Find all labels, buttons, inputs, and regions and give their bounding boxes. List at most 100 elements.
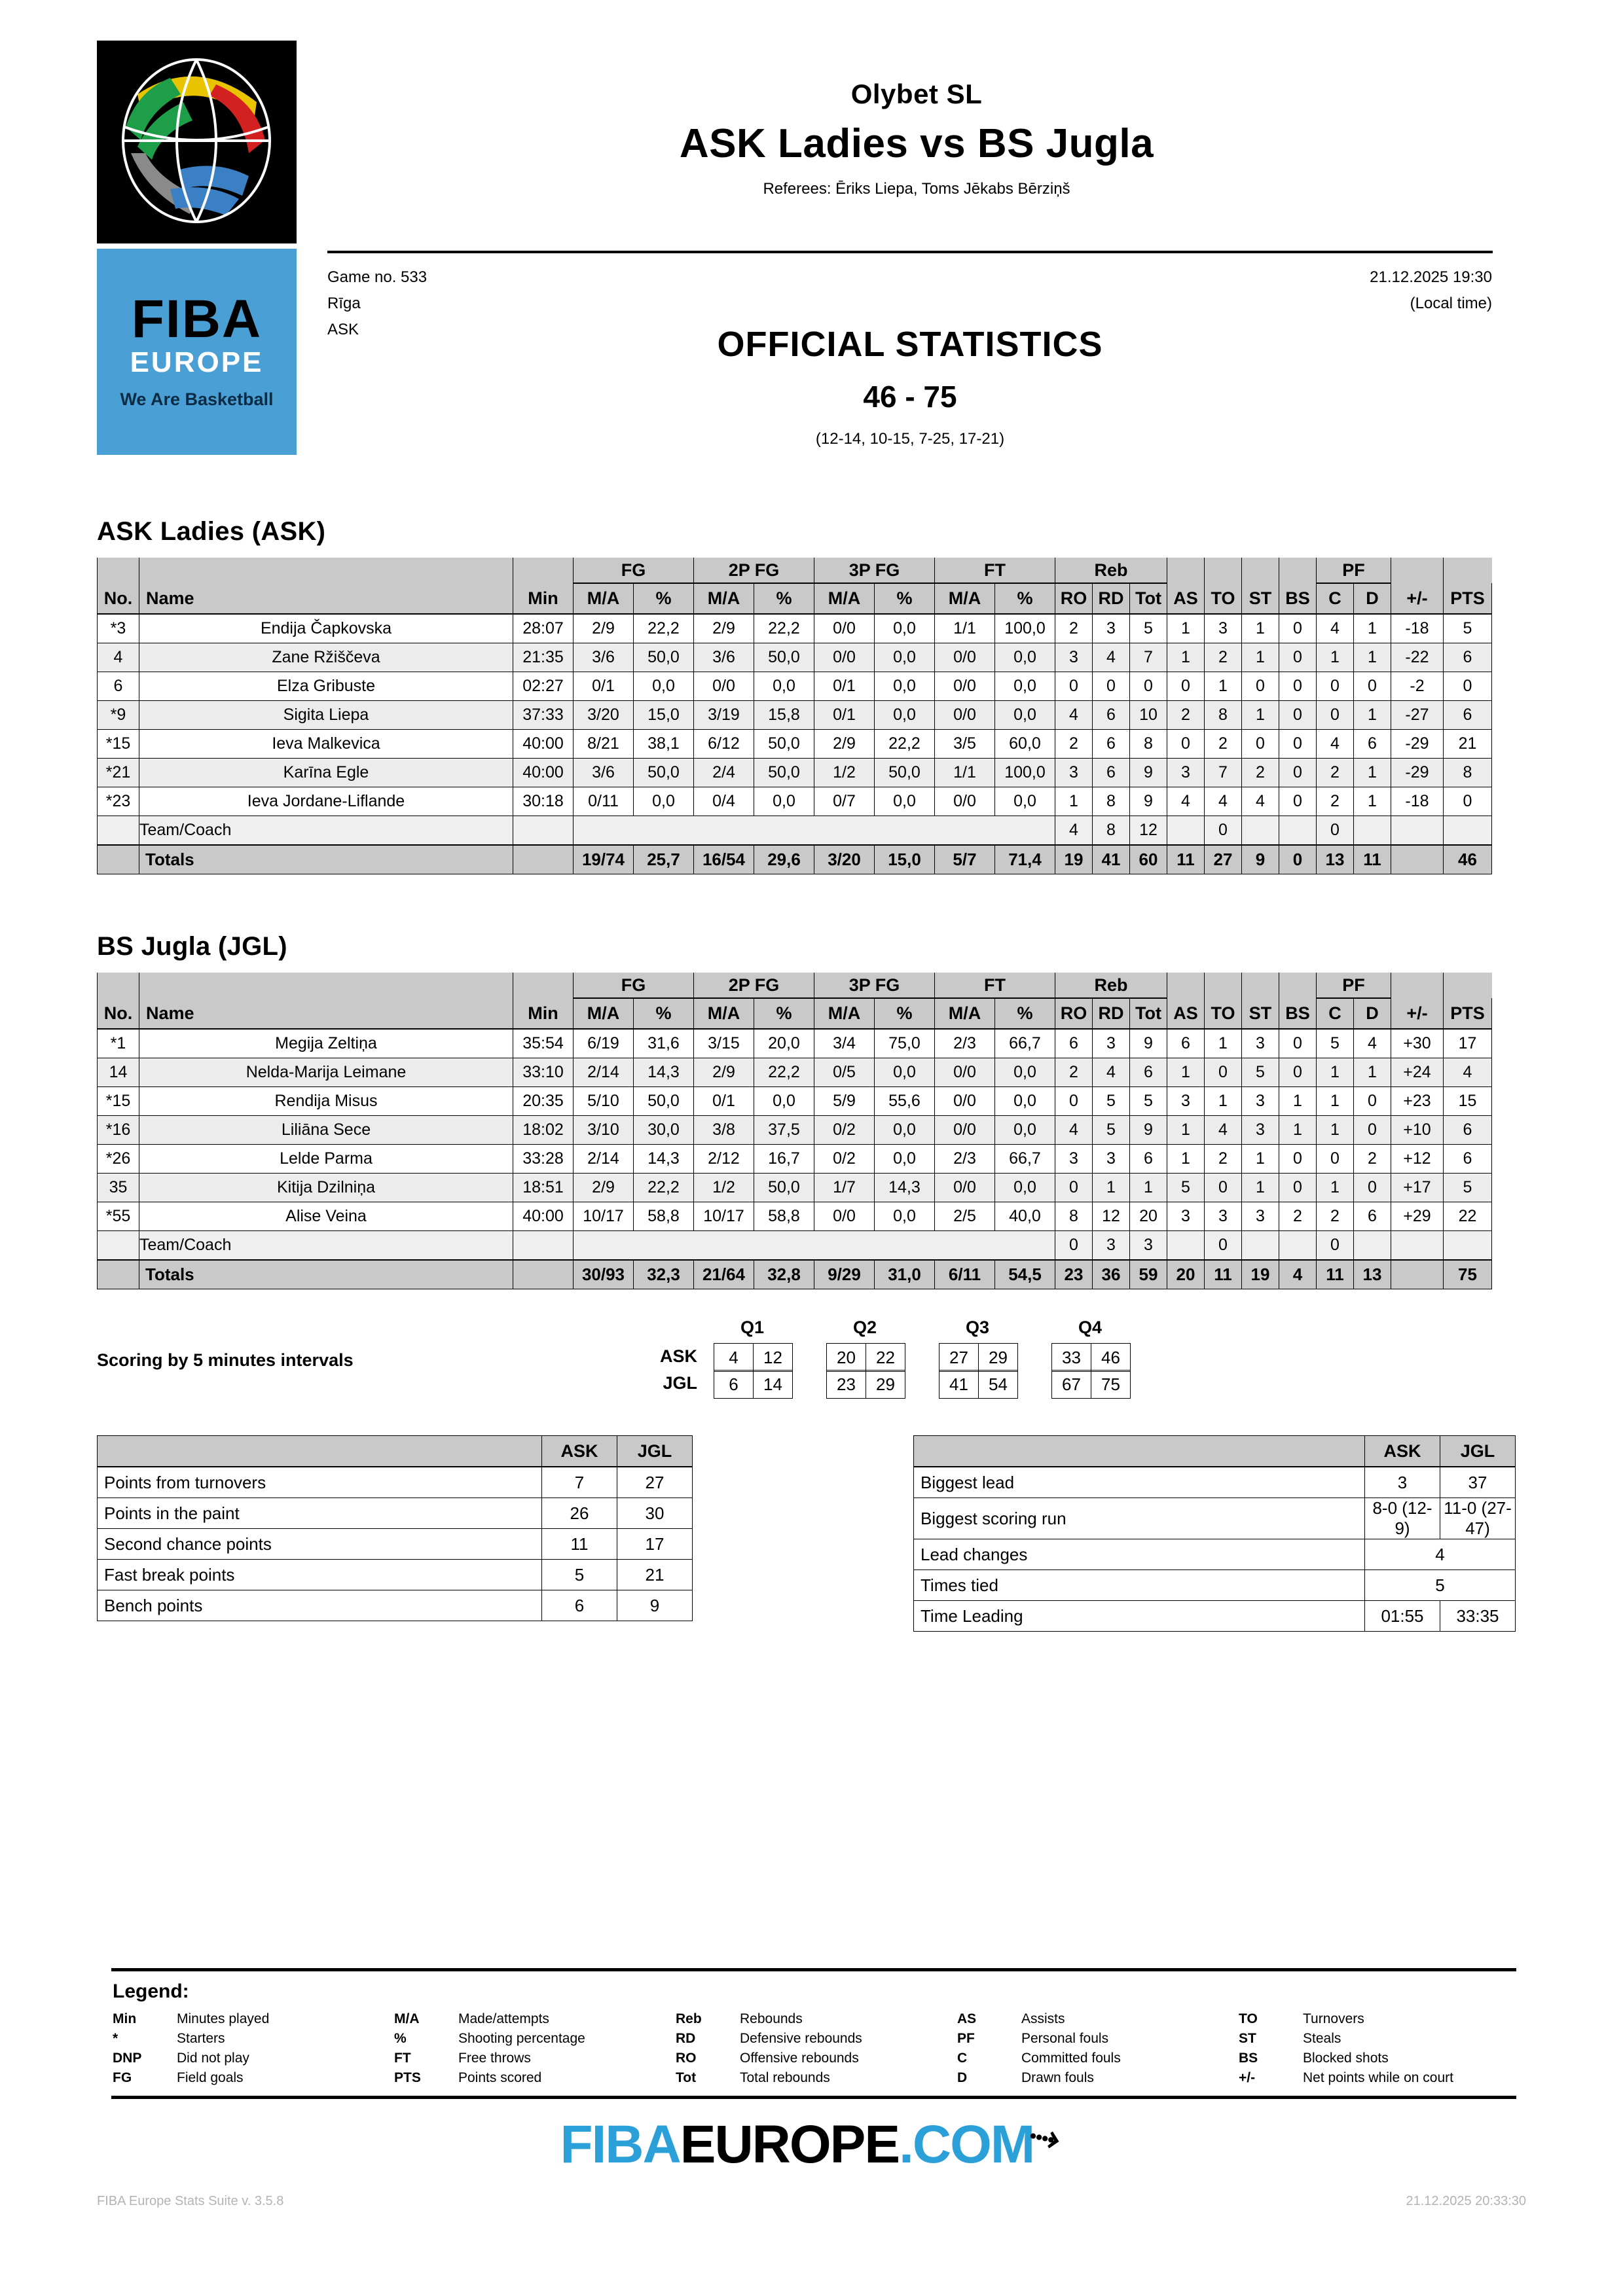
cell-2pfg-pct: 20,0 xyxy=(754,1028,814,1058)
col-header-no: No. xyxy=(97,583,139,615)
cell-d: 1 xyxy=(1353,643,1391,672)
legend-value: Steals xyxy=(1303,2031,1341,2046)
cell-no: 6 xyxy=(97,672,139,701)
quarter-header-q2: Q2 xyxy=(852,1318,877,1337)
cell-min: 20:35 xyxy=(513,1086,574,1116)
cell-as: 2 xyxy=(1167,700,1205,730)
table-row: *23 Ieva Jordane-Liflande 30:18 0/11 0,0 0/4 0… xyxy=(97,787,1492,816)
col-header-tot: Tot xyxy=(1129,998,1167,1030)
stat-label: Bench points xyxy=(97,1590,542,1621)
legend-entry: D Drawn fouls xyxy=(957,2068,1239,2088)
cell-tot: 60 xyxy=(1129,844,1167,874)
cell-pts: 6 xyxy=(1443,1144,1492,1174)
cell-as: 5 xyxy=(1167,1173,1205,1202)
stat-value-jgl: 9 xyxy=(617,1590,693,1621)
cell-3pfg: 3/20 xyxy=(814,844,875,874)
cell-no: 4 xyxy=(97,643,139,672)
stat-row: Points in the paint 26 30 xyxy=(97,1498,693,1529)
cell-to: 4 xyxy=(1204,1115,1242,1145)
cell-2pfg-pct: 50,0 xyxy=(754,1173,814,1202)
cell-name: Lelde Parma xyxy=(139,1144,513,1174)
cell-no: *26 xyxy=(97,1144,139,1174)
stat-row: Bench points 6 9 xyxy=(97,1590,693,1621)
cell-3pfg: 0/2 xyxy=(814,1144,875,1174)
cell-plusminus: +17 xyxy=(1391,1173,1444,1202)
legend-key: RD xyxy=(676,2031,696,2046)
team-coach-row: Team/Coach 4 8 12 0 0 xyxy=(97,816,1492,846)
legend-entry: FT Free throws xyxy=(394,2049,676,2068)
cell-blank xyxy=(573,1230,1055,1261)
interval-cell: 6 xyxy=(714,1370,754,1399)
legend-value: Personal fouls xyxy=(1021,2031,1109,2046)
legend-key: DNP xyxy=(113,2051,142,2066)
legend-key: % xyxy=(394,2031,407,2046)
col-header-bs: BS xyxy=(1279,583,1317,615)
cell-to: 1 xyxy=(1204,1086,1242,1116)
cell-fg-pct: 32,3 xyxy=(633,1259,694,1289)
cell-ft-pct: 100,0 xyxy=(994,758,1055,787)
cell-as: 4 xyxy=(1167,787,1205,816)
cell-min: 33:28 xyxy=(513,1144,574,1174)
cell-st: 3 xyxy=(1241,1086,1279,1116)
cell-to: 0 xyxy=(1204,1058,1242,1087)
col-header-tot: Tot xyxy=(1129,583,1167,615)
cell-ro: 4 xyxy=(1055,816,1093,846)
cell-tot: 9 xyxy=(1129,758,1167,787)
col-group-fg: FG xyxy=(573,558,694,584)
cell-pts: 0 xyxy=(1443,787,1492,816)
fibaeurope-com-logo[interactable]: FIBAEUROPE.COM⤑ xyxy=(0,2111,1623,2176)
cell-rd: 5 xyxy=(1092,1086,1130,1116)
cell-d: 11 xyxy=(1353,844,1391,874)
col-group-pf: PF xyxy=(1316,973,1391,999)
cell-rd: 3 xyxy=(1092,1144,1130,1174)
legend-value: Total rebounds xyxy=(740,2070,830,2085)
cell-ro: 23 xyxy=(1055,1259,1093,1289)
col-group-blank xyxy=(1391,558,1444,583)
cell-2pfg-pct: 0,0 xyxy=(754,1086,814,1116)
cell-fg: 30/93 xyxy=(573,1259,634,1289)
cell-fg: 2/14 xyxy=(573,1144,634,1174)
col-group-blank xyxy=(139,973,513,998)
cell-tot: 6 xyxy=(1129,1058,1167,1087)
legend-key: PF xyxy=(957,2031,975,2046)
legend-value: Rebounds xyxy=(740,2011,803,2026)
cell-2pfg: 3/8 xyxy=(693,1115,754,1145)
legend-entry: M/A Made/attempts xyxy=(394,2009,676,2029)
legend-title: Legend: xyxy=(113,1981,189,2002)
cell-plusminus: -29 xyxy=(1391,729,1444,759)
col-header-ma: M/A xyxy=(693,583,754,615)
legend-value: Drawn fouls xyxy=(1021,2070,1094,2085)
legend-entry: DNP Did not play xyxy=(113,2049,394,2068)
cell-fg-pct: 58,8 xyxy=(633,1202,694,1231)
cell-rd: 6 xyxy=(1092,700,1130,730)
legend-grid: Min Minutes played * Starters DNP Did not pla… xyxy=(113,2009,1520,2088)
cell-fg: 5/10 xyxy=(573,1086,634,1116)
cell-name: Alise Veina xyxy=(139,1202,513,1231)
cell-ft-pct: 0,0 xyxy=(994,672,1055,701)
cell-fg-pct: 50,0 xyxy=(633,758,694,787)
cell-pts: 17 xyxy=(1443,1028,1492,1058)
legend-entry: Reb Rebounds xyxy=(676,2009,957,2029)
cell-st: 3 xyxy=(1241,1115,1279,1145)
legend-value: Defensive rebounds xyxy=(740,2031,862,2046)
stat-row: Time Leading 01:55 33:35 xyxy=(913,1600,1516,1632)
legend-entry: PTS Points scored xyxy=(394,2068,676,2088)
cell-ro: 2 xyxy=(1055,613,1093,643)
cell-3pfg-pct: 0,0 xyxy=(874,1144,935,1174)
cell-2pfg-pct: 50,0 xyxy=(754,758,814,787)
cell-min: 40:00 xyxy=(513,758,574,787)
stat-label: Times tied xyxy=(913,1570,1365,1601)
cell-bs: 0 xyxy=(1279,729,1317,759)
official-statistics-block: OFFICIAL STATISTICS 46 - 75 (12-14, 10-1… xyxy=(327,324,1493,448)
cell-rd: 41 xyxy=(1092,844,1130,874)
cell-fg: 3/6 xyxy=(573,643,634,672)
cell-to: 4 xyxy=(1204,787,1242,816)
cell-d: 0 xyxy=(1353,672,1391,701)
cell-d: 0 xyxy=(1353,1173,1391,1202)
table-row: 6 Elza Gribuste 02:27 0/1 0,0 0/0 0,0 0/1 0,0 0/0… xyxy=(97,672,1492,701)
cell-2pfg-pct: 22,2 xyxy=(754,613,814,643)
cell-name: Liliāna Sece xyxy=(139,1115,513,1145)
cell-2pfg-pct: 50,0 xyxy=(754,643,814,672)
legend-key: Tot xyxy=(676,2070,697,2085)
cell-3pfg-pct: 0,0 xyxy=(874,1115,935,1145)
